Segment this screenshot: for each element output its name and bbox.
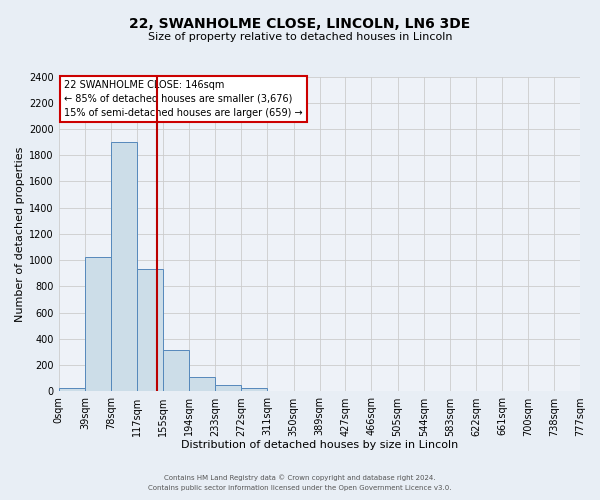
- X-axis label: Distribution of detached houses by size in Lincoln: Distribution of detached houses by size …: [181, 440, 458, 450]
- Bar: [111, 142, 137, 392]
- Text: Contains HM Land Registry data © Crown copyright and database right 2024.: Contains HM Land Registry data © Crown c…: [164, 474, 436, 481]
- Bar: [59, 388, 85, 392]
- Bar: [189, 377, 215, 392]
- Bar: [215, 385, 241, 392]
- Bar: [241, 388, 268, 392]
- Text: Contains public sector information licensed under the Open Government Licence v3: Contains public sector information licen…: [148, 485, 452, 491]
- Bar: [85, 257, 111, 392]
- Y-axis label: Number of detached properties: Number of detached properties: [15, 146, 25, 322]
- Bar: [137, 270, 163, 392]
- Text: 22 SWANHOLME CLOSE: 146sqm
← 85% of detached houses are smaller (3,676)
15% of s: 22 SWANHOLME CLOSE: 146sqm ← 85% of deta…: [64, 80, 302, 118]
- Text: Size of property relative to detached houses in Lincoln: Size of property relative to detached ho…: [148, 32, 452, 42]
- Bar: [163, 350, 189, 392]
- Text: 22, SWANHOLME CLOSE, LINCOLN, LN6 3DE: 22, SWANHOLME CLOSE, LINCOLN, LN6 3DE: [130, 18, 470, 32]
